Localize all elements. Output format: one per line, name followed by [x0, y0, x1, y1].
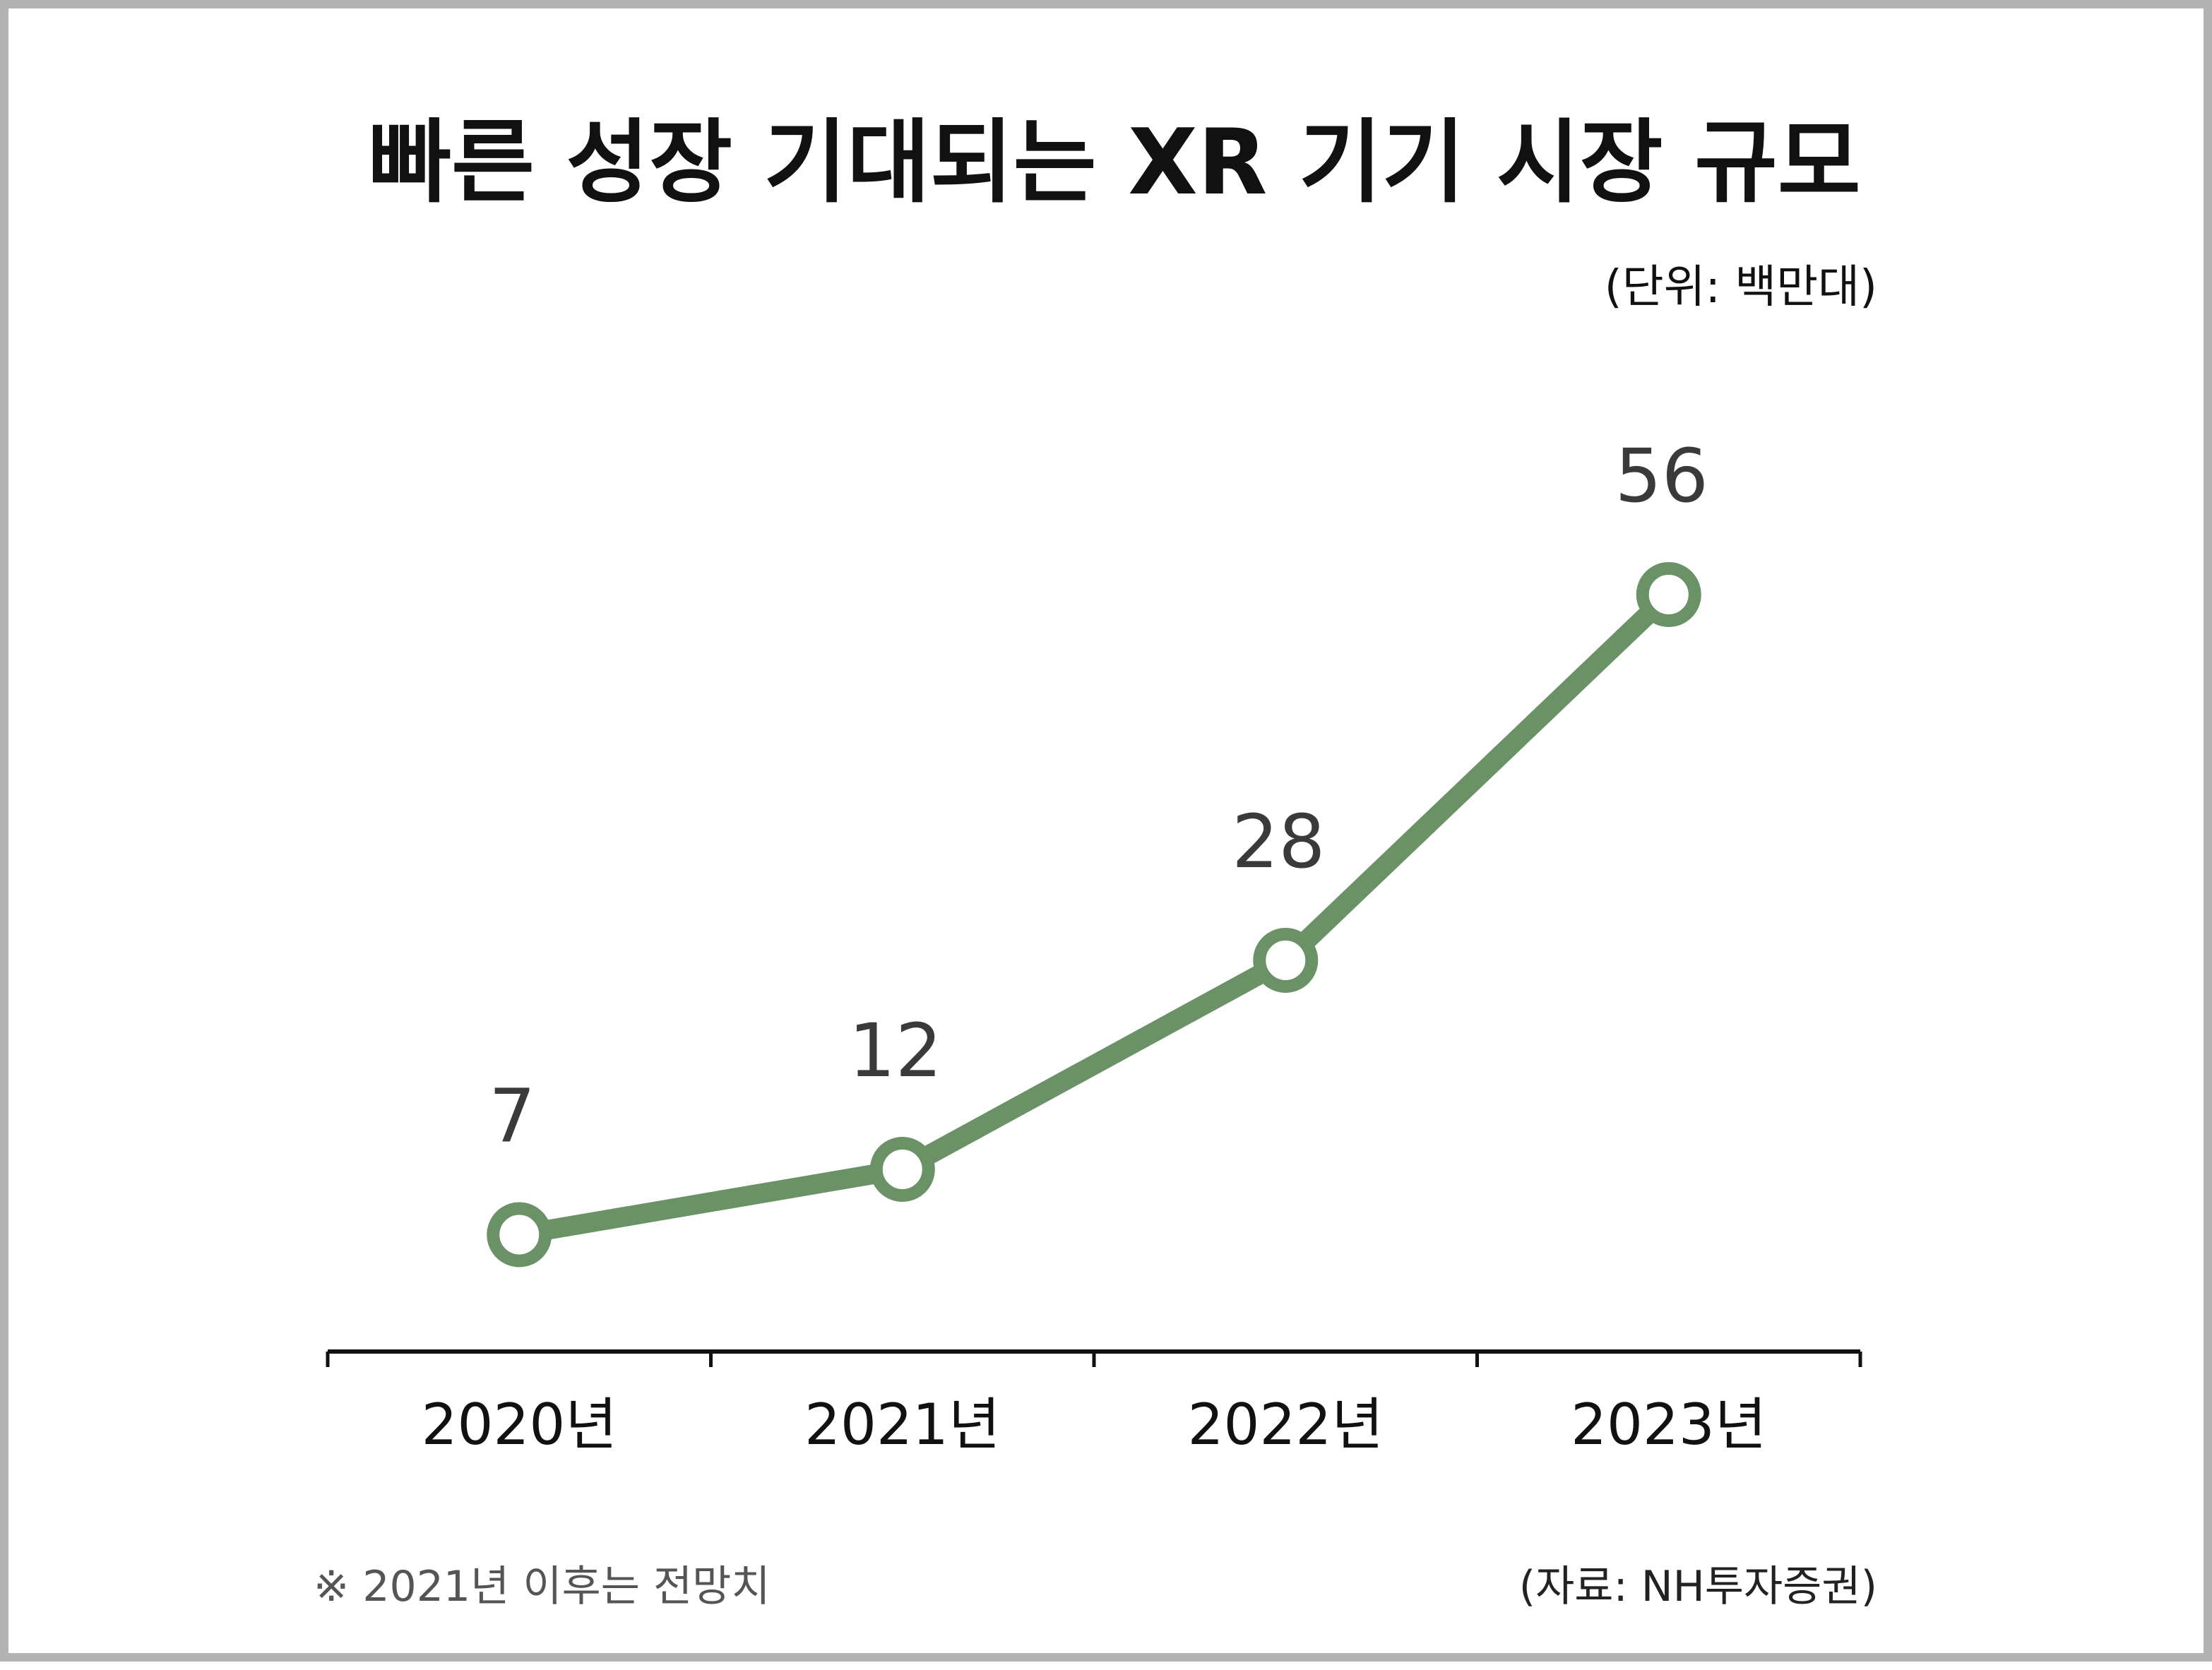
data-label: 7	[489, 1073, 535, 1159]
x-tick-label: 2022년	[1188, 1392, 1384, 1457]
marker-group	[487, 562, 1701, 1268]
data-label: 28	[1232, 799, 1325, 885]
series-line	[509, 585, 1679, 1245]
data-label: 56	[1615, 433, 1708, 519]
chart-svg: 빠른 성장 기대되는 XR 기기 시장 규모 (단위: 백만대) 7 12 28 56…	[314, 110, 1877, 1611]
footnote: ※ 2021년 이후는 전망치	[314, 1562, 771, 1611]
x-axis	[326, 1349, 1862, 1367]
x-tick-label: 2021년	[804, 1392, 1000, 1457]
data-point-marker	[869, 1137, 935, 1202]
chart-title: 빠른 성장 기대되는 XR 기기 시장 규모	[368, 110, 1860, 215]
x-tick-label: 2023년	[1571, 1392, 1766, 1457]
series-line-group	[509, 585, 1679, 1245]
source-note: (자료: NH투자증권)	[1519, 1562, 1877, 1611]
unit-label: (단위: 백만대)	[1605, 261, 1877, 314]
data-point-marker	[1636, 562, 1701, 627]
data-point-marker	[487, 1202, 552, 1268]
data-label-group: 7 12 28 56	[489, 433, 1708, 1159]
tick-label-group: 2020년 2021년 2022년 2023년	[422, 1392, 1767, 1457]
x-tick-label: 2020년	[422, 1392, 617, 1457]
data-label: 12	[849, 1008, 942, 1094]
data-point-marker	[1253, 928, 1319, 993]
